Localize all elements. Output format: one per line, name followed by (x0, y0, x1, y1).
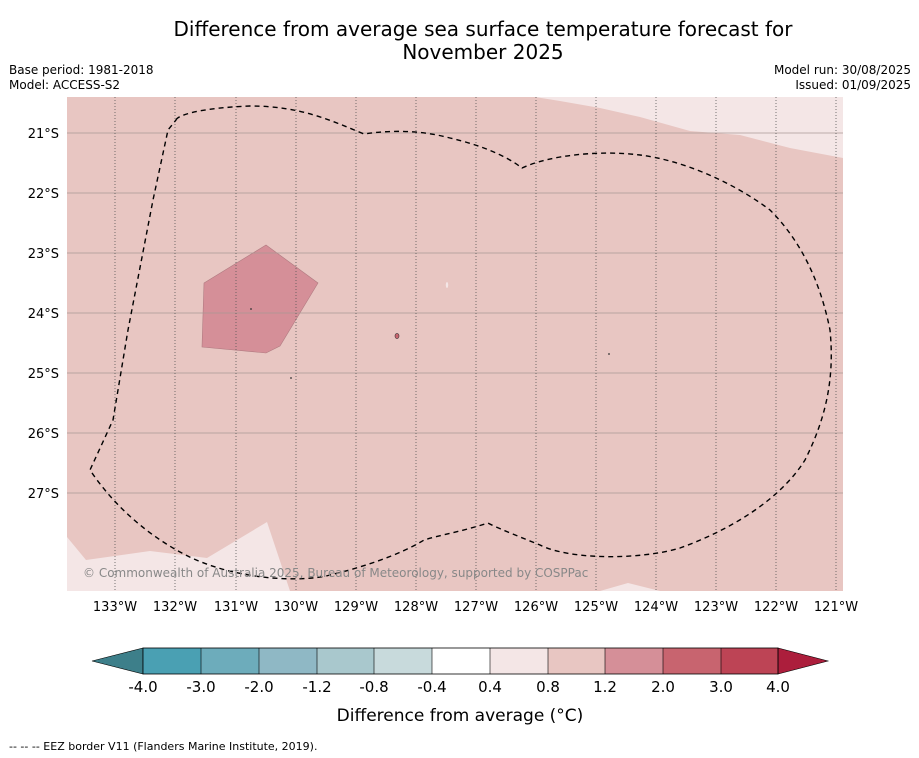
lon-label: 129°W (334, 600, 378, 615)
colorbar-tick-label: -1.2 (302, 678, 331, 696)
copyright-notice: © Commonwealth of Australia 2025, Bureau… (83, 566, 588, 580)
colorbar-tick-label: -4.0 (128, 678, 157, 696)
colorbar-tick-label: -3.0 (186, 678, 215, 696)
colorbar-frame (142, 647, 779, 675)
latitude-gridlines (67, 132, 843, 494)
lon-label: 132°W (153, 600, 197, 615)
colorbar-tick-labels: -4.0 -3.0 -2.0 -1.2 -0.8 -0.4 0.4 0.8 1.… (128, 678, 790, 696)
colorbar-segment (432, 648, 490, 674)
meta-left: Base period: 1981-2018 Model: ACCESS-S2 (9, 63, 154, 93)
longitude-axis-labels: 133°W 132°W 131°W 130°W 129°W 128°W 127°… (93, 600, 858, 615)
anomaly-band-light-southwest (67, 522, 290, 591)
colorbar-segment (201, 648, 259, 674)
colorbar-segment (721, 648, 778, 674)
lat-label: 26°S (28, 427, 59, 442)
colorbar-segment (490, 648, 548, 674)
colorbar-tick-label: 0.4 (478, 678, 502, 696)
colorbar-tick-label: 4.0 (766, 678, 790, 696)
colorbar-segment (259, 648, 317, 674)
lon-label: 130°W (274, 600, 318, 615)
lon-label: 131°W (214, 600, 258, 615)
meta-right: Model run: 30/08/2025 Issued: 01/09/2025 (774, 63, 911, 93)
colorbar-tick-label: 1.2 (593, 678, 617, 696)
lat-label: 21°S (28, 127, 59, 142)
lon-label: 126°W (514, 600, 558, 615)
map-title-line-1: Difference from average sea surface temp… (173, 17, 793, 41)
colorbar-segment (143, 648, 201, 674)
eez-border (89, 105, 832, 580)
map-area: © Commonwealth of Australia 2025, Bureau… (67, 97, 843, 591)
lon-label: 127°W (454, 600, 498, 615)
model-name: Model: ACCESS-S2 (9, 78, 121, 92)
lon-label: 123°W (694, 600, 738, 615)
anomaly-band-light-south (600, 583, 660, 591)
anomaly-band-light-northeast (535, 97, 843, 158)
issued-date: Issued: 01/09/2025 (795, 78, 911, 92)
base-period: Base period: 1981-2018 (9, 63, 154, 77)
colorbar-tick-label: 3.0 (709, 678, 733, 696)
eez-border-footnote: -- -- -- EEZ border V11 (Flanders Marine… (9, 740, 318, 753)
map-title: Difference from average sea surface temp… (0, 18, 919, 64)
colorbar-segment (663, 648, 721, 674)
colorbar-title: Difference from average (°C) (337, 706, 584, 726)
model-run: Model run: 30/08/2025 (773, 63, 911, 77)
colorbar-tick-label: 0.8 (536, 678, 560, 696)
colorbar-tick-label: 2.0 (651, 678, 675, 696)
colorbar-tick-label: -0.4 (417, 678, 446, 696)
lon-label: 124°W (634, 600, 678, 615)
anomaly-band-warm-patch (201, 244, 319, 354)
island-marker (608, 353, 610, 355)
colorbar: -4.0 -3.0 -2.0 -1.2 -0.8 -0.4 0.4 0.8 1.… (91, 647, 830, 726)
colorbar-segment (374, 648, 432, 674)
lon-label: 125°W (574, 600, 618, 615)
colorbar-extend-high (777, 647, 830, 675)
lat-label: 25°S (28, 367, 59, 382)
anomaly-band-base (67, 97, 843, 591)
colorbar-segment (605, 648, 663, 674)
island-marker (250, 308, 252, 310)
colorbar-tick-label: -2.0 (244, 678, 273, 696)
colorbar-segment (317, 648, 374, 674)
lat-label: 27°S (28, 487, 59, 502)
island-marker (290, 377, 292, 379)
anomaly-speck (394, 333, 400, 339)
colorbar-extend-low (91, 647, 144, 675)
longitude-gridlines (114, 97, 837, 591)
colorbar-tick-label: -0.8 (359, 678, 388, 696)
lon-label: 133°W (93, 600, 137, 615)
lon-label: 122°W (754, 600, 798, 615)
anomaly-speck (445, 282, 449, 288)
colorbar-segment (548, 648, 605, 674)
lon-label: 121°W (814, 600, 858, 615)
lat-label: 24°S (28, 307, 59, 322)
lat-label: 23°S (28, 247, 59, 262)
lon-label: 128°W (394, 600, 438, 615)
lat-label: 22°S (28, 187, 59, 202)
map-title-line-2: November 2025 (402, 40, 564, 64)
latitude-axis-labels: 21°S 22°S 23°S 24°S 25°S 26°S 27°S (28, 127, 59, 502)
